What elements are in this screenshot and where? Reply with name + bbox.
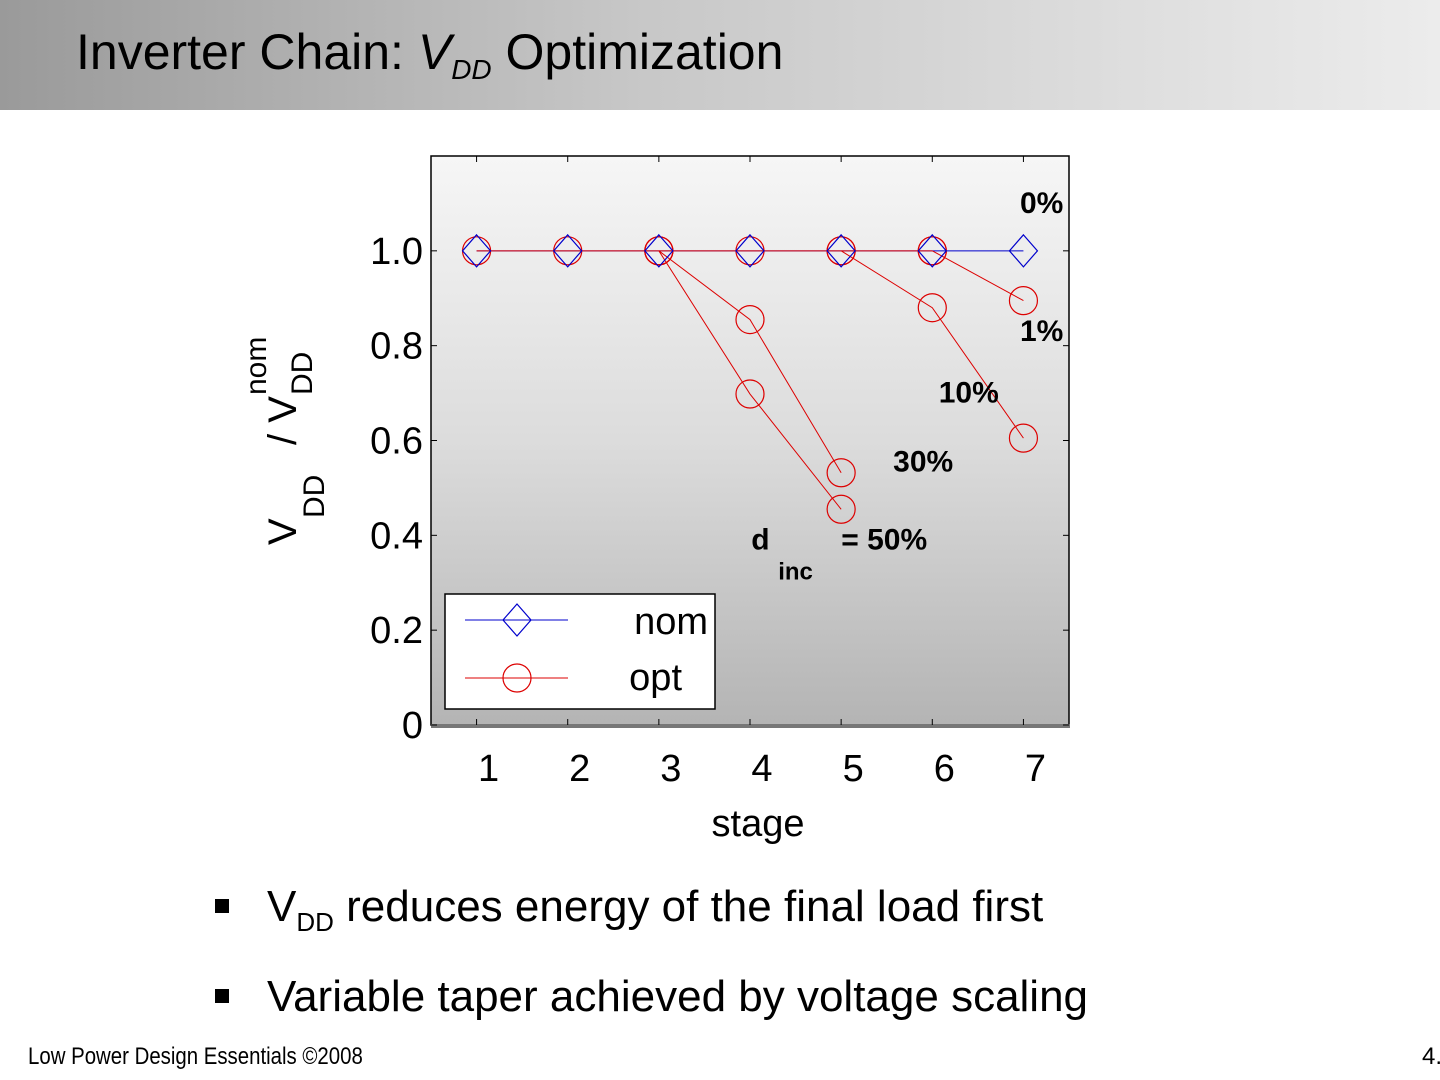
slide-title: Inverter Chain: VDD Optimization [76, 22, 784, 85]
data-point-nom [735, 233, 765, 268]
series-line-opt [840, 250, 1024, 439]
x-tick-label: 4 [751, 748, 772, 790]
y-tick-label: 1.0 [370, 231, 423, 273]
data-point-opt [1008, 286, 1039, 316]
y-axis-label-sup: nom [240, 337, 273, 395]
data-point-nom [644, 233, 674, 268]
bullet-square-icon [215, 899, 229, 913]
data-point-opt [735, 304, 765, 335]
bullet-square-icon [215, 989, 229, 1003]
y-tick-label: 0.6 [370, 421, 423, 463]
legend-opt-marker [502, 663, 532, 693]
y-axis-label-main-sub: DD [298, 475, 331, 518]
axis-ticks [431, 156, 1069, 726]
title-prefix: Inverter Chain: [76, 24, 418, 80]
x-tick-label: 2 [569, 748, 590, 790]
series-line-opt [932, 250, 1024, 302]
data-point-opt [826, 494, 856, 524]
legend-box [444, 593, 716, 710]
bullet-main: Variable taper achieved by voltage scali… [267, 972, 1089, 1021]
bullet-pre: V [267, 882, 297, 931]
footer-copyright: Low Power Design Essentials ©2008 [28, 1043, 363, 1070]
data-point-nom [1008, 233, 1039, 268]
y-tick-label: 0.2 [370, 610, 423, 652]
annotation-inc: inc [778, 559, 813, 586]
annotation-label: 10% [939, 377, 999, 410]
annotation-d: d [751, 524, 769, 557]
y-axis-label-main: V [261, 518, 305, 545]
y-axis-label-sub: DD [286, 352, 319, 395]
data-point-nom [461, 233, 492, 268]
title-var: V [417, 24, 452, 80]
bullet-text: Variable taper achieved by voltage scali… [267, 967, 1088, 1027]
annotation-label: 0% [1020, 187, 1063, 220]
x-tick-labels: 1 2 3 4 5 6 7 [478, 748, 1046, 790]
title-suffix: Optimization [491, 24, 784, 80]
data-point-opt [917, 293, 947, 323]
data-point-nom [917, 233, 948, 268]
title-sub: DD [451, 54, 492, 85]
series-line-opt [658, 250, 842, 510]
x-tick-label: 5 [843, 748, 864, 790]
data-point-nom [552, 233, 583, 268]
title-bar: Inverter Chain: VDD Optimization [0, 0, 1440, 110]
x-axis-label: stage [712, 803, 805, 845]
x-tick-label: 1 [478, 748, 499, 790]
y-tick-labels: 0 0.2 0.4 0.6 0.8 1.0 [370, 231, 423, 747]
x-tick-label: 3 [660, 748, 681, 790]
data-point-nom [826, 233, 856, 268]
data-point-opt [1008, 423, 1039, 453]
y-tick-label: 0.8 [370, 326, 423, 368]
legend-nom-label: nom [634, 601, 708, 643]
bullet-sub: DD [296, 907, 334, 937]
annotation-value: = 50% [841, 524, 927, 557]
series-markers [461, 233, 1039, 524]
y-axis-label: V DD / V DD nom [240, 337, 331, 545]
x-tick-label: 6 [934, 748, 955, 790]
x-tick-label: 7 [1025, 748, 1046, 790]
legend-opt-label: opt [629, 657, 682, 699]
bullet-text: VDD reduces energy of the final load fir… [267, 877, 1043, 937]
y-tick-label: 0.4 [370, 515, 423, 557]
annotation-label: 30% [893, 445, 953, 478]
annotation-label: 1% [1020, 315, 1063, 348]
data-point-opt [826, 458, 856, 488]
series-line-opt [658, 250, 842, 473]
data-point-opt [735, 379, 765, 409]
series-lines [476, 250, 1024, 510]
legend: nom opt [444, 593, 716, 710]
footer-page-number: 4. [1422, 1043, 1440, 1070]
y-axis-label-slash: / V [261, 396, 305, 445]
y-tick-label: 0 [402, 705, 423, 747]
bullet-main: reduces energy of the final load first [333, 882, 1044, 931]
legend-nom-marker [502, 603, 532, 637]
